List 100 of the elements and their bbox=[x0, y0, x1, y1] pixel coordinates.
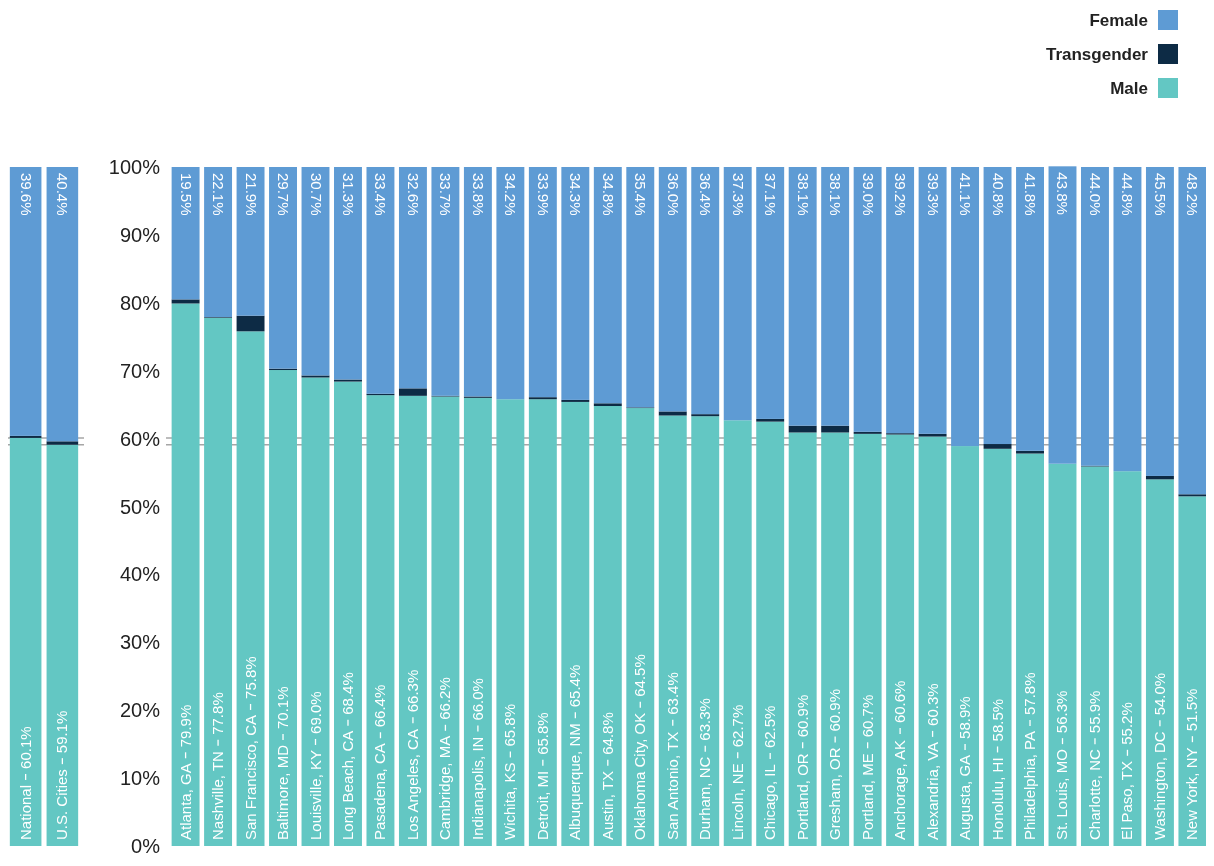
y-tick-label: 20% bbox=[119, 699, 161, 722]
y-tick-label: 30% bbox=[119, 631, 161, 654]
data-label: 65.8% bbox=[501, 703, 519, 747]
data-label: 57.8% bbox=[1021, 672, 1039, 716]
data-label: 60.1% bbox=[16, 726, 34, 769]
data-label: 22.1% bbox=[210, 173, 228, 216]
data-label: 60.7% bbox=[858, 694, 876, 738]
data-label: 75.8% bbox=[241, 656, 259, 699]
data-label: 40.8% bbox=[989, 173, 1007, 216]
category-label: Nashville, TN bbox=[209, 751, 227, 840]
data-label: 77.8% bbox=[209, 692, 227, 735]
category-label: Albuquerque, NM bbox=[566, 723, 584, 840]
data-label: 37.1% bbox=[762, 173, 780, 216]
data-label: 66.2% bbox=[436, 677, 454, 720]
data-label: 34.8% bbox=[599, 173, 617, 216]
data-label: 44.0% bbox=[1086, 173, 1104, 216]
category-label: Charlotte, NC bbox=[1085, 749, 1103, 840]
category-label: Indianapolis, IN bbox=[468, 736, 486, 840]
data-label: 19.5% bbox=[177, 173, 195, 216]
y-tick-label: 100% bbox=[108, 156, 161, 178]
category-label: Chicago, IL bbox=[761, 764, 779, 840]
category-label: Atlanta, GA bbox=[176, 763, 194, 840]
data-label: 60.9% bbox=[793, 694, 811, 738]
category-label: Honolulu, HI bbox=[988, 757, 1006, 840]
data-label: 30.7% bbox=[307, 173, 325, 216]
category-label: St. Louis, MO bbox=[1053, 749, 1071, 840]
category-label: Austin, TX bbox=[598, 771, 616, 840]
data-label: 56.3% bbox=[1053, 690, 1071, 734]
data-label: 37.3% bbox=[729, 173, 747, 216]
data-label: 41.1% bbox=[957, 173, 975, 216]
data-label: 69.0% bbox=[306, 691, 324, 734]
category-label: San Francisco, CA bbox=[241, 714, 259, 840]
data-label: 70.1% bbox=[274, 686, 292, 729]
y-tick-label: 10% bbox=[119, 767, 161, 790]
data-label: 32.6% bbox=[404, 173, 422, 216]
y-tick-label: 0% bbox=[131, 835, 161, 857]
category-label: National bbox=[16, 784, 34, 840]
category-label: Portland, ME bbox=[858, 753, 876, 840]
legend-label: Transgender bbox=[1045, 45, 1149, 64]
data-label: 33.4% bbox=[372, 173, 390, 216]
category-label: Oklahoma City, OK bbox=[631, 712, 649, 840]
data-label: 58.5% bbox=[988, 698, 1006, 742]
category-label: Anchorage, AK bbox=[891, 739, 909, 840]
data-label: 66.0% bbox=[468, 678, 486, 721]
y-tick-label: 80% bbox=[119, 291, 161, 314]
data-label: 36.4% bbox=[697, 173, 715, 216]
category-label: Gresham, OR bbox=[826, 747, 844, 840]
data-label: 60.6% bbox=[891, 680, 909, 724]
category-label: Baltimore, MD bbox=[274, 744, 292, 840]
category-label: Wichita, KS bbox=[501, 762, 519, 840]
legend-label: Female bbox=[1089, 11, 1148, 30]
data-label: 68.4% bbox=[338, 672, 356, 715]
data-label: 65.8% bbox=[533, 712, 551, 755]
data-label: 43.8% bbox=[1054, 172, 1072, 215]
data-label: 66.4% bbox=[371, 684, 389, 728]
category-label: San Antonio, TX bbox=[663, 731, 681, 840]
category-label: Detroit, MI bbox=[533, 770, 551, 840]
data-label: 45.5% bbox=[1151, 173, 1169, 216]
y-tick-label: 90% bbox=[119, 223, 161, 246]
data-label: 33.8% bbox=[469, 173, 487, 216]
data-label: 38.1% bbox=[794, 173, 812, 216]
data-label: 48.2% bbox=[1184, 173, 1202, 216]
category-label: Philadelphia, PA bbox=[1021, 731, 1039, 840]
data-label: 36.0% bbox=[664, 173, 682, 216]
data-label: 64.8% bbox=[598, 712, 616, 755]
category-label: U.S. Cities bbox=[53, 769, 71, 840]
data-label: 33.9% bbox=[534, 173, 552, 216]
data-label: 55.9% bbox=[1085, 690, 1103, 734]
data-label: 39.2% bbox=[892, 173, 910, 216]
y-tick-label: 60% bbox=[119, 427, 161, 450]
data-label: 21.9% bbox=[242, 173, 260, 216]
data-label: 44.8% bbox=[1119, 173, 1137, 216]
category-label: El Paso, TX bbox=[1118, 761, 1136, 840]
data-label: 60.9% bbox=[826, 688, 844, 732]
data-label: 59.1% bbox=[53, 710, 71, 754]
category-label: Lincoln, NE bbox=[728, 763, 746, 840]
data-label: 39.6% bbox=[17, 173, 35, 216]
y-tick-label: 40% bbox=[119, 563, 161, 586]
category-label: Los Angeles, CA bbox=[403, 729, 421, 840]
data-label: 41.8% bbox=[1022, 173, 1040, 216]
data-label: 40.4% bbox=[54, 173, 72, 216]
category-label: Pasadena, CA bbox=[371, 743, 389, 840]
data-label: 29.7% bbox=[275, 173, 293, 216]
data-label: 62.7% bbox=[728, 704, 746, 748]
y-tick-label: 70% bbox=[119, 359, 161, 382]
data-label: 38.1% bbox=[827, 173, 845, 216]
data-label: 35.4% bbox=[632, 173, 650, 216]
data-label: 34.2% bbox=[502, 173, 520, 216]
data-label: 33.7% bbox=[437, 173, 455, 216]
data-label: 65.4% bbox=[566, 664, 584, 708]
category-label: Cambridge, MA bbox=[436, 735, 454, 840]
legend-label: Male bbox=[1110, 79, 1148, 98]
data-label: 39.0% bbox=[859, 173, 877, 216]
data-label: 79.9% bbox=[176, 704, 194, 748]
y-tick-label: 50% bbox=[119, 495, 161, 518]
data-label: 34.3% bbox=[567, 173, 585, 216]
data-label: 63.4% bbox=[663, 672, 681, 715]
data-label: 63.3% bbox=[696, 698, 714, 741]
category-label: Augusta, GA bbox=[956, 754, 974, 840]
data-label: 39.3% bbox=[924, 173, 942, 216]
